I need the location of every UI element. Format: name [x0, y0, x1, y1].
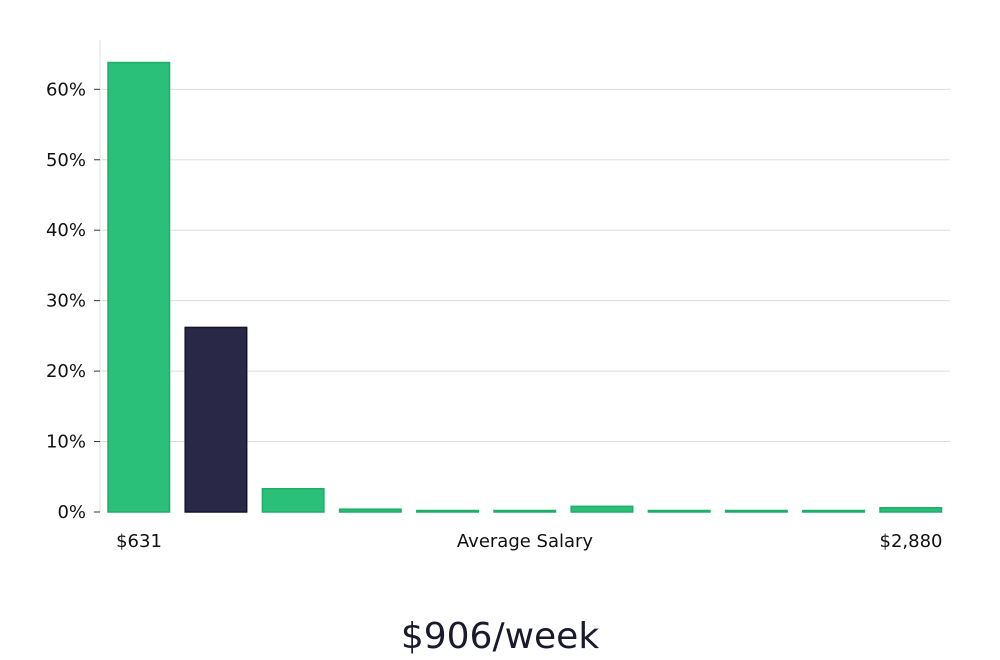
y-tick-label: 30% — [46, 291, 86, 312]
y-tick-label: 10% — [46, 432, 86, 453]
bar — [647, 509, 711, 513]
bar — [493, 509, 557, 513]
bar — [338, 508, 402, 513]
y-tick-label: 60% — [46, 79, 86, 100]
bar — [802, 509, 866, 513]
x-max-label: $2,880 — [880, 531, 943, 552]
average-salary-summary: $906/week — [401, 616, 599, 657]
y-tick-labels: 0% 10% 20% 30% 40% 50% 60% — [46, 79, 100, 523]
bar — [879, 507, 943, 513]
x-min-label: $631 — [116, 531, 162, 552]
x-axis-label: Average Salary — [457, 531, 594, 552]
bar — [724, 509, 788, 513]
bar-highlighted — [184, 326, 248, 513]
bar — [416, 509, 480, 513]
histogram-bars — [107, 61, 943, 513]
y-tick-label: 40% — [46, 220, 86, 241]
bar — [107, 61, 171, 513]
y-tick-label: 50% — [46, 150, 86, 171]
bar — [261, 488, 325, 513]
y-tick-label: 0% — [57, 502, 86, 523]
bar — [570, 505, 634, 513]
y-tick-label: 20% — [46, 361, 86, 382]
